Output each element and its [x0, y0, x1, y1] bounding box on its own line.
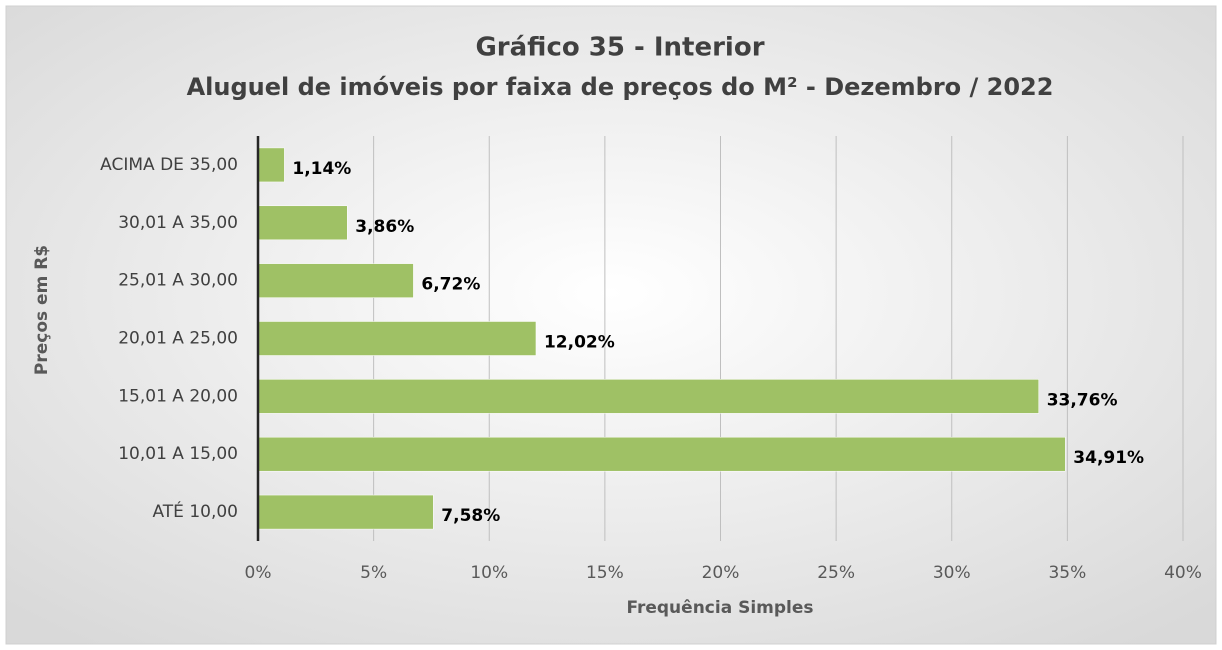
chart-subtitle: Aluguel de imóveis por faixa de preços d…	[187, 73, 1054, 101]
y-tick-label: 20,01 A 25,00	[118, 329, 238, 349]
chart-title: Gráfico 35 - Interior	[475, 33, 764, 63]
x-tick-label: 0%	[245, 563, 272, 583]
data-label: 33,76%	[1047, 390, 1118, 410]
bar	[257, 205, 348, 241]
x-tick-label: 15%	[586, 563, 624, 583]
bar	[257, 379, 1039, 414]
x-tick-label: 40%	[1164, 563, 1202, 583]
x-tick-label: 10%	[470, 563, 508, 583]
y-tick-label: ATÉ 10,00	[152, 500, 238, 522]
bar	[257, 494, 434, 530]
y-tick-label: 30,01 A 35,00	[118, 213, 238, 233]
bar	[257, 147, 285, 183]
bar	[257, 321, 537, 356]
data-label: 6,72%	[421, 275, 480, 295]
y-tick-label: 25,01 A 30,00	[118, 271, 238, 291]
y-tick-label: 15,01 A 20,00	[118, 386, 238, 406]
x-tick-label: 5%	[360, 563, 387, 583]
y-axis-label: Preços em R$	[32, 245, 52, 375]
y-tick-label: 10,01 A 15,00	[118, 444, 238, 464]
x-tick-label: 20%	[702, 563, 740, 583]
bar	[257, 436, 1066, 472]
bar	[257, 263, 414, 298]
x-tick-label: 30%	[933, 563, 971, 583]
data-label: 12,02%	[544, 333, 615, 353]
data-label: 7,58%	[441, 506, 500, 526]
x-axis-label: Frequência Simples	[626, 598, 813, 618]
y-tick-label: ACIMA DE 35,00	[100, 155, 238, 175]
data-label: 1,14%	[292, 159, 351, 179]
data-label: 3,86%	[355, 217, 414, 237]
x-tick-label: 35%	[1048, 563, 1086, 583]
chart-background	[5, 5, 1217, 645]
data-label: 34,91%	[1073, 448, 1144, 468]
x-tick-label: 25%	[817, 563, 855, 583]
